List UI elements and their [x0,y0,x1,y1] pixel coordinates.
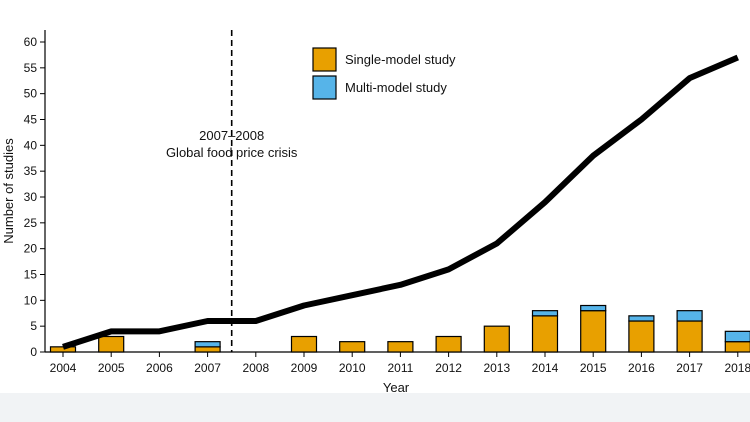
x-tick-label: 2010 [339,361,366,375]
y-tick-label: 35 [24,164,38,178]
legend-label-single: Single-model study [345,52,456,67]
x-tick-label: 2018 [724,361,750,375]
y-tick-label: 40 [24,138,38,152]
x-tick-label: 2004 [50,361,77,375]
bar-single-model [580,310,607,353]
bar-single-model [483,325,510,353]
x-tick-label: 2015 [580,361,607,375]
x-tick-label: 2007 [194,361,221,375]
y-tick-label: 30 [24,190,38,204]
legend-swatch-multi [312,75,337,100]
bar-single-model [531,315,559,353]
x-axis-title: Year [383,380,410,393]
bar-multi-model [676,310,703,322]
legend-swatch-single [312,47,337,72]
y-tick-label: 55 [24,61,38,75]
axes: 0 5 10 15 20 25 30 35 40 45 50 55 60 2004 2005 2006 2007… [24,30,750,375]
y-tick-label: 45 [24,113,38,127]
bar-single-model [676,320,703,353]
annotation-group: 2007–2008 Global food price crisis [166,30,298,352]
y-axis-title: Number of studies [1,138,16,244]
y-tick-label: 15 [24,268,38,282]
x-tick-label: 2017 [676,361,703,375]
bar-single-model [435,335,462,353]
cumulative-line [62,54,739,350]
bar-single-model [339,341,366,353]
bar-single-model [628,320,655,353]
x-tick-label: 2012 [435,361,462,375]
bar-single-model [49,346,77,353]
bar-single-model [290,335,318,353]
crisis-label-years: 2007–2008 [199,128,264,143]
legend-label-multi: Multi-model study [345,80,447,95]
y-tick-label: 20 [24,242,38,256]
x-tick-label: 2006 [146,361,173,375]
bar-multi-model [628,315,655,322]
y-tick-label: 50 [24,87,38,101]
y-tick-label: 60 [24,35,38,49]
y-tick-label: 10 [24,293,38,307]
bar-single-model [724,341,750,353]
bar-multi-model [194,341,221,348]
bar-single-model [387,341,414,353]
bar-multi-model [724,330,750,343]
y-tick-label: 25 [24,216,38,230]
cumulative-studies-chart: 0 5 10 15 20 25 30 35 40 45 50 55 60 2004 2005 2006 2007… [1,30,750,393]
crisis-label-description: Global food price crisis [166,145,298,160]
bars [49,304,750,353]
x-tick-label: 2009 [291,361,318,375]
legend: Single-model study Multi-model study [312,47,456,100]
x-tick-label: 2016 [628,361,655,375]
y-tick-label: 5 [30,319,37,333]
bar-multi-model [531,310,559,317]
x-tick-label: 2013 [483,361,510,375]
x-tick-label: 2011 [387,361,413,375]
bar-multi-model [580,304,607,312]
chart-area: 0 5 10 15 20 25 30 35 40 45 50 55 60 2004 2005 2006 2007… [0,0,750,393]
x-tick-label: 2014 [532,361,559,375]
cumulative-line-group [62,54,739,350]
y-tick-label: 0 [30,345,37,359]
bar-single-model [98,335,125,353]
x-tick-label: 2008 [242,361,269,375]
x-tick-label: 2005 [98,361,125,375]
bar-single-model [194,346,221,353]
